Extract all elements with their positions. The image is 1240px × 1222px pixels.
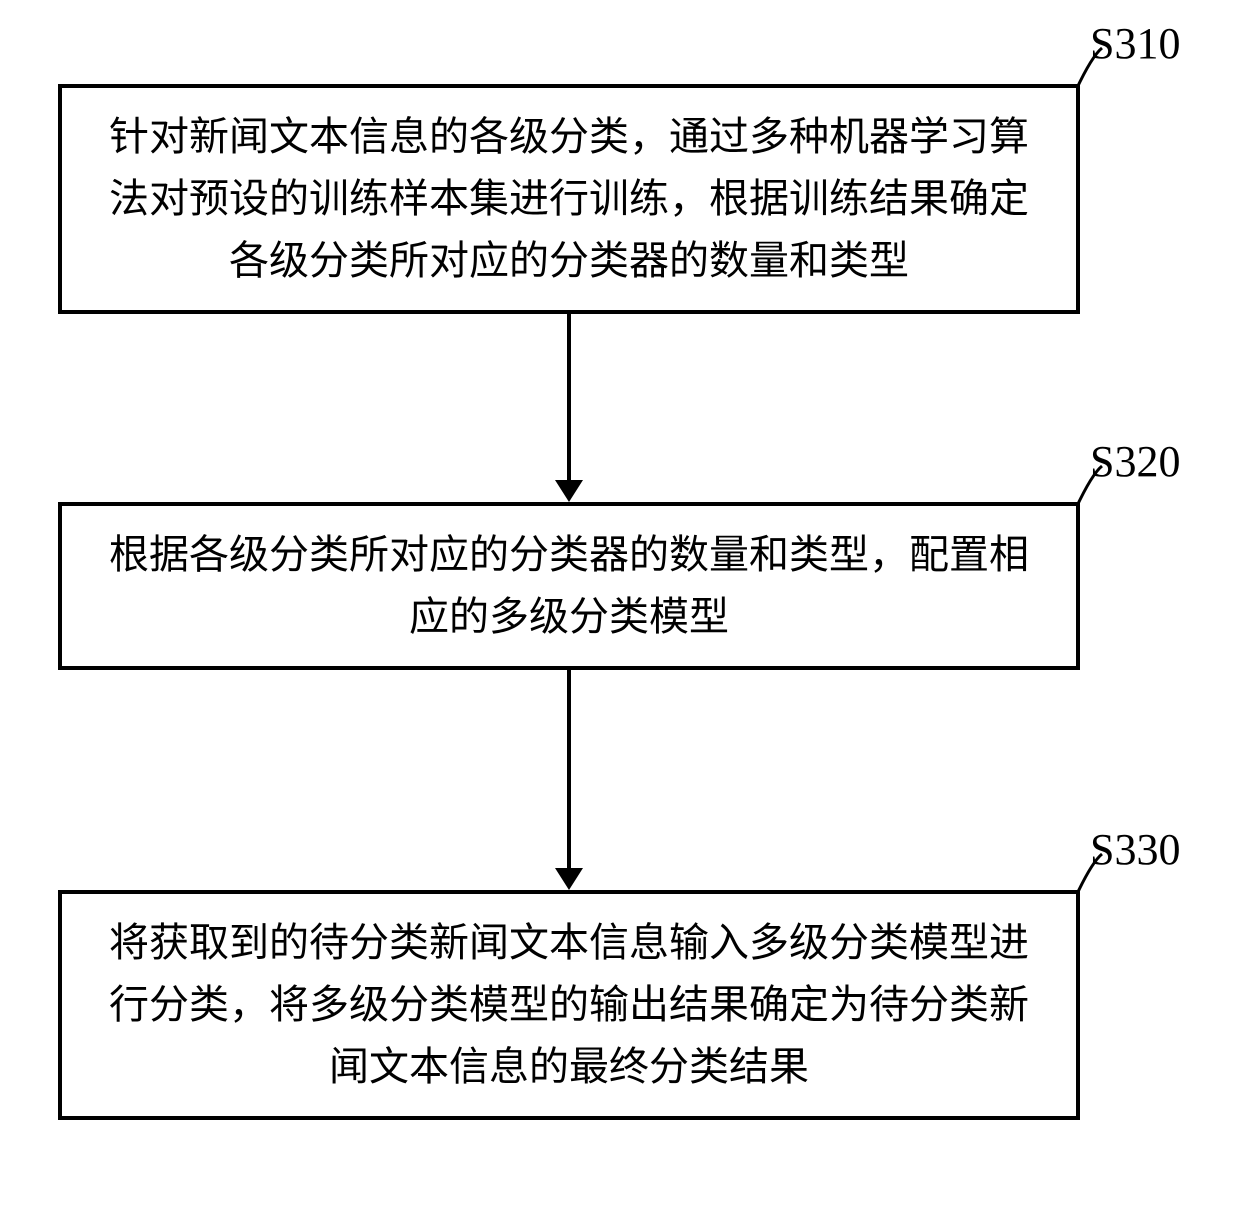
process-node-s330: 将获取到的待分类新闻文本信息输入多级分类模型进行分类，将多级分类模型的输出结果确…	[58, 890, 1080, 1120]
flowchart-canvas: S310 针对新闻文本信息的各级分类，通过多种机器学习算法对预设的训练样本集进行…	[0, 0, 1240, 1222]
step-label-s330: S330	[1090, 824, 1180, 875]
node-text-s330: 将获取到的待分类新闻文本信息输入多级分类模型进行分类，将多级分类模型的输出结果确…	[90, 912, 1048, 1098]
